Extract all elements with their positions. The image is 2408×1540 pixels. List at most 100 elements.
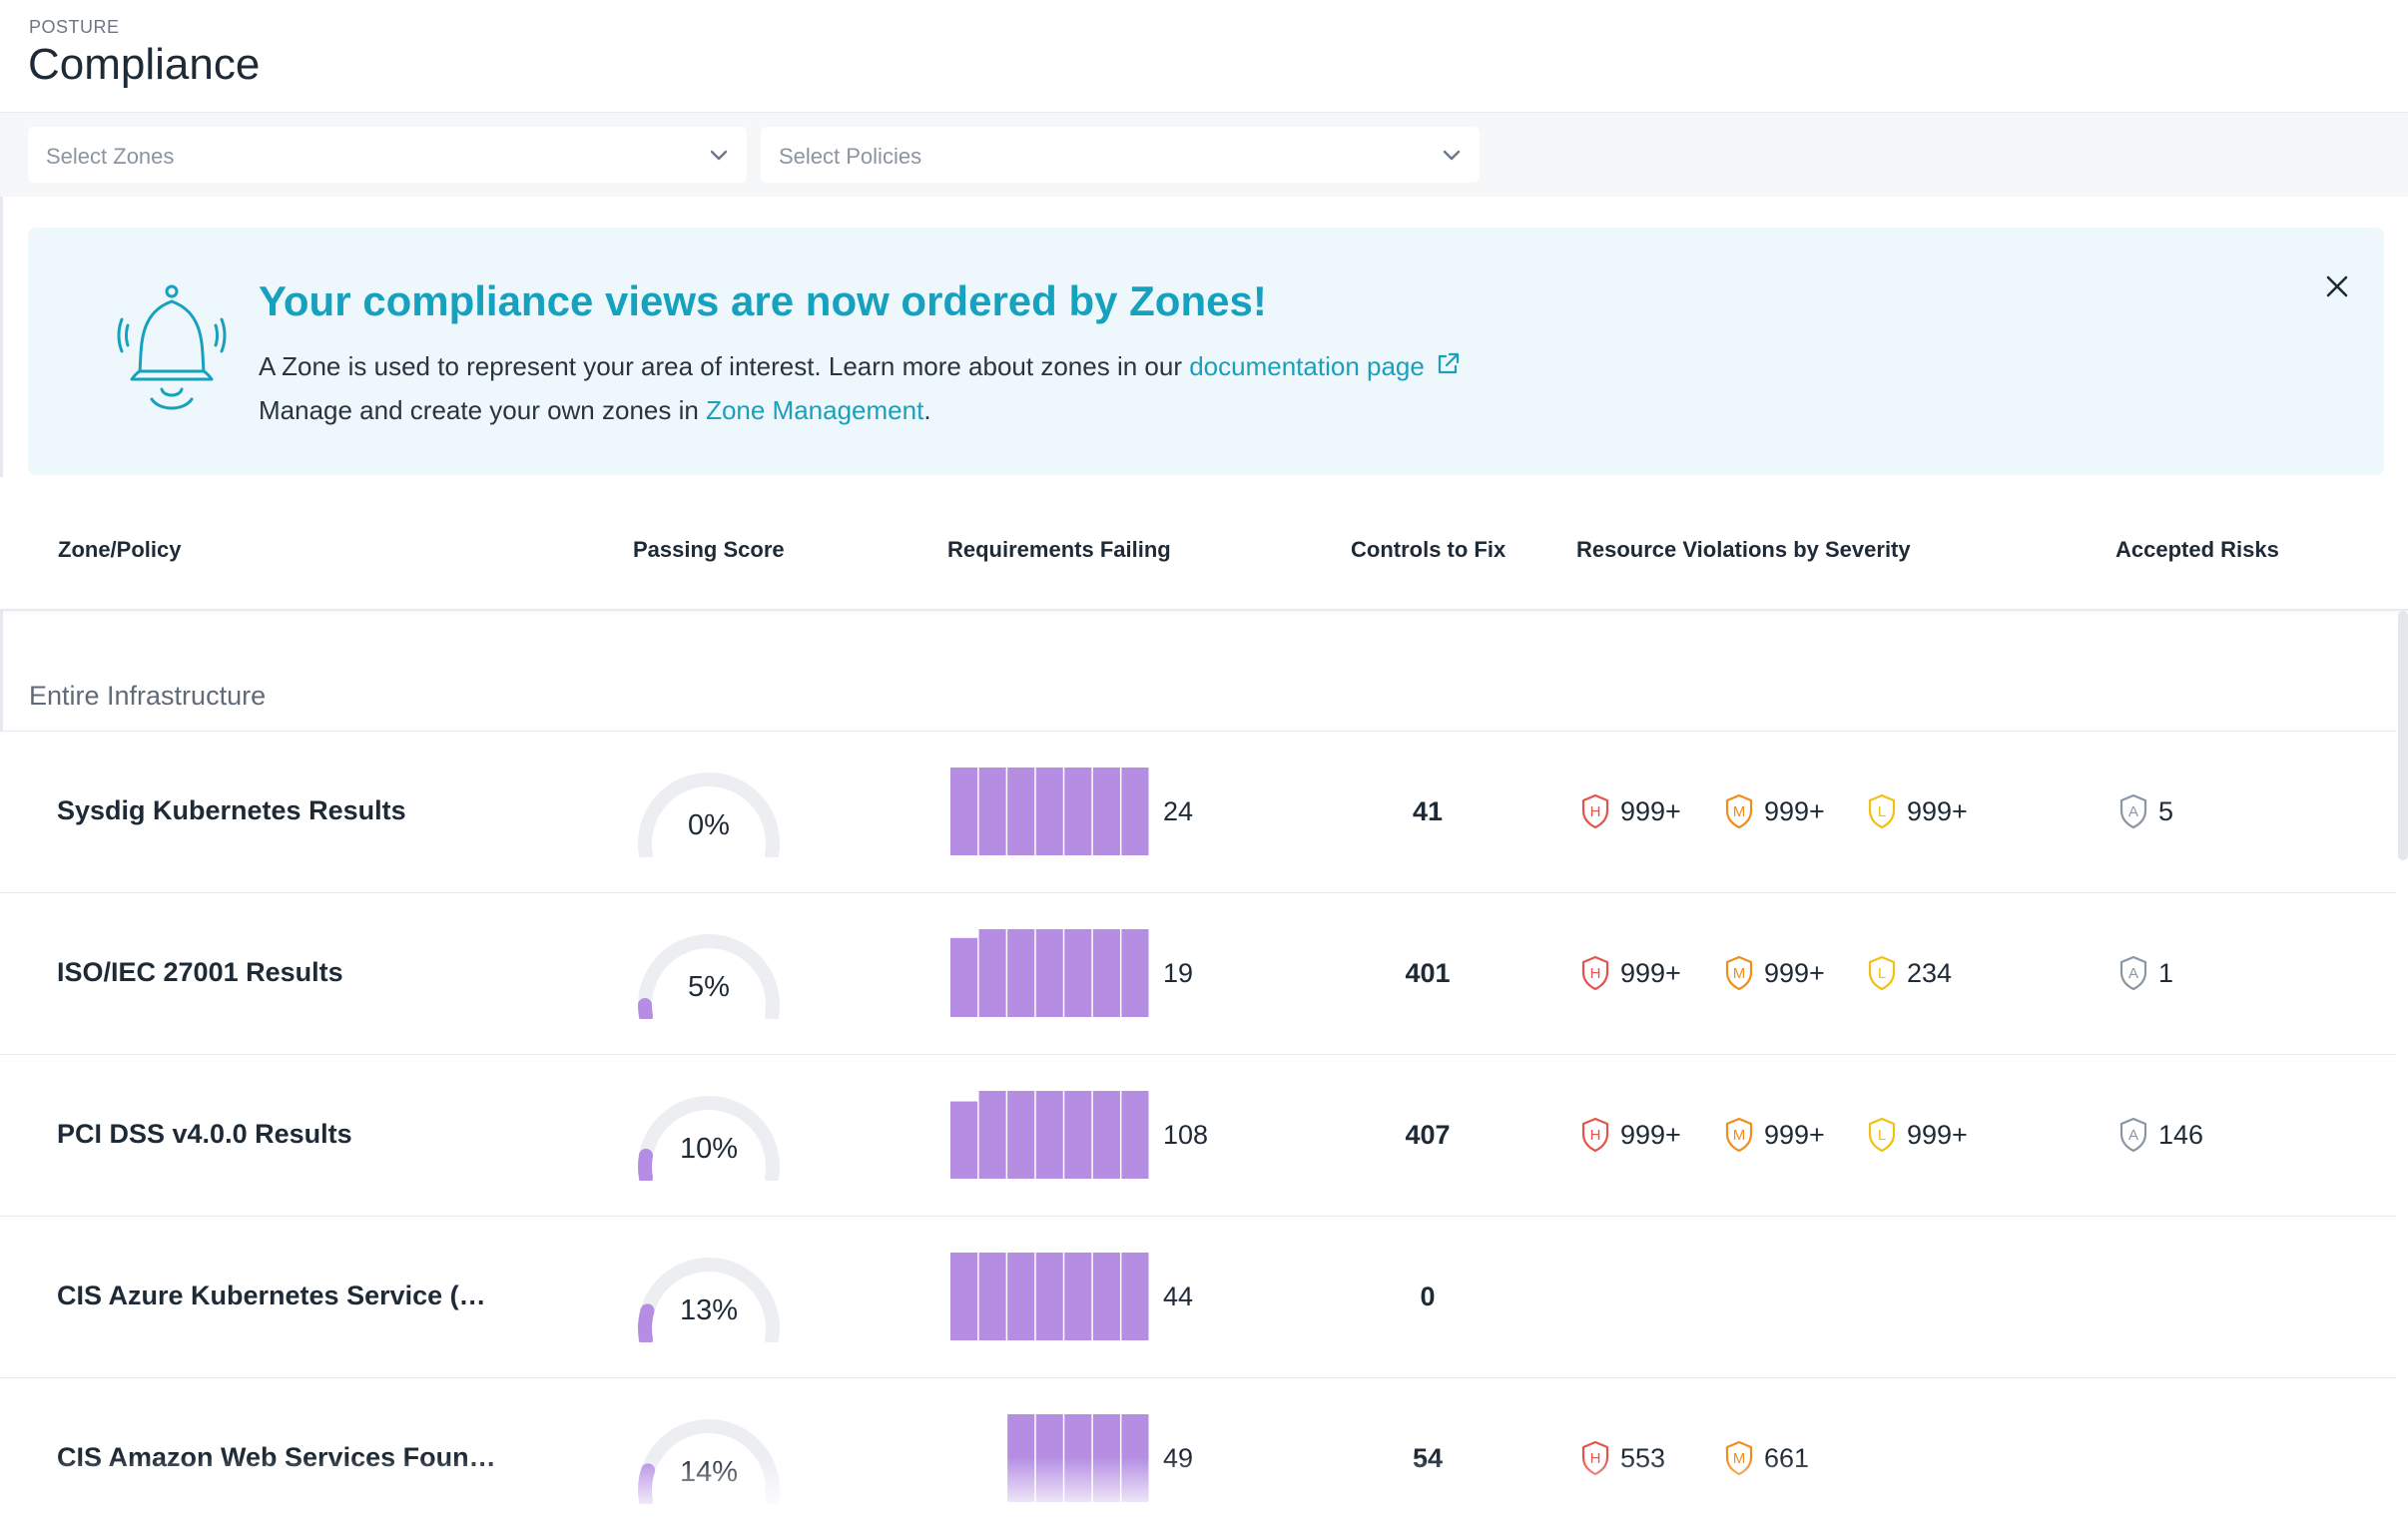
table-row[interactable]: PCI DSS v4.0.0 Results 10% 108 407 H 999+… — [0, 1054, 2396, 1217]
passing-score-gauge — [638, 1258, 780, 1342]
shield-letter: L — [1878, 1127, 1886, 1144]
shield-letter: H — [1590, 965, 1601, 982]
column-header-controls-to-fix[interactable]: Controls to Fix — [1351, 537, 1506, 562]
gauge-track — [638, 772, 780, 857]
shield-letter: A — [2128, 965, 2138, 982]
table-row[interactable]: CIS Azure Kubernetes Service (… 13% 44 0 — [0, 1216, 2396, 1378]
policy-name[interactable]: CIS Amazon Web Services Foun… — [57, 1442, 496, 1472]
controls-to-fix-value: 41 — [1412, 796, 1444, 826]
requirement-bar — [1064, 1253, 1092, 1340]
table-row[interactable]: Sysdig Kubernetes Results 0% 24 41 H 999+… — [0, 731, 2396, 893]
requirement-bar — [950, 937, 978, 1017]
requirements-bars — [950, 1253, 1149, 1340]
requirement-bar — [1121, 929, 1149, 1017]
table-row[interactable]: ISO/IEC 27001 Results 5% 19 401 H 999+ M 9… — [0, 892, 2396, 1055]
passing-score-gauge — [638, 1096, 780, 1181]
requirement-bar — [978, 1091, 1006, 1179]
requirement-bar — [1007, 1414, 1035, 1502]
requirement-bar — [1035, 1091, 1063, 1179]
shield-outline — [1581, 955, 1609, 991]
shield-letter: M — [1733, 1450, 1746, 1467]
controls-to-fix-value: 407 — [1405, 1120, 1451, 1150]
requirements-failing-value: 19 — [1163, 958, 1194, 988]
shield-outline — [1868, 1117, 1896, 1153]
shield-letter: M — [1733, 803, 1746, 820]
gauge-fill — [638, 1148, 653, 1181]
passing-score-gauge — [637, 934, 780, 1019]
requirement-bar — [1007, 1253, 1035, 1340]
shield-letter: H — [1590, 1127, 1601, 1144]
column-header-resource-violations[interactable]: Resource Violations by Severity — [1576, 537, 1911, 562]
shield-outline — [2119, 793, 2147, 829]
high-severity-count: 553 — [1620, 1443, 1666, 1473]
passing-score-value: 0% — [688, 809, 730, 841]
medium-severity-icon: M — [1725, 1117, 1753, 1153]
controls-to-fix-value: 0 — [1420, 1282, 1436, 1311]
gauge-track — [638, 934, 780, 1019]
close-icon[interactable] — [2320, 269, 2354, 303]
shield-outline — [1581, 1117, 1609, 1153]
page-header: POSTURE Compliance — [0, 0, 2408, 113]
zones-select[interactable]: Select Zones — [28, 127, 747, 183]
requirement-bar — [1035, 768, 1063, 855]
table-header: Zone/Policy Passing Score Requirements F… — [0, 477, 2408, 611]
requirement-bar — [1121, 768, 1149, 855]
table-row[interactable]: CIS Amazon Web Services Foun… 14% 49 54 … — [0, 1377, 2396, 1540]
policy-name[interactable]: PCI DSS v4.0.0 Results — [57, 1119, 352, 1149]
policy-name[interactable]: ISO/IEC 27001 Results — [57, 957, 343, 987]
requirement-bar — [978, 768, 1006, 855]
requirement-bar — [1092, 929, 1120, 1017]
low-severity-count: 999+ — [1907, 796, 1968, 826]
medium-severity-count: 999+ — [1764, 796, 1825, 826]
chevron-down-icon — [1443, 150, 1461, 161]
low-severity-icon: L — [1868, 793, 1896, 829]
shield-outline — [1725, 955, 1753, 991]
passing-score-value: 13% — [679, 1294, 739, 1326]
controls-to-fix-value: 401 — [1405, 958, 1451, 988]
page-eyebrow: POSTURE — [29, 17, 120, 37]
accepted-risk-icon: A — [2119, 793, 2147, 829]
requirement-bar — [1035, 1414, 1063, 1502]
requirement-bar — [1121, 1091, 1149, 1179]
external-link-icon[interactable] — [1435, 351, 1461, 377]
medium-severity-icon: M — [1725, 793, 1753, 829]
chevron-down-icon — [710, 150, 728, 161]
policy-name[interactable]: CIS Azure Kubernetes Service (… — [57, 1281, 486, 1310]
passing-score-value: 5% — [688, 971, 730, 1003]
requirements-failing-value: 49 — [1163, 1443, 1194, 1473]
column-header-zone-policy[interactable]: Zone/Policy — [58, 537, 182, 562]
documentation-link[interactable]: documentation page — [1189, 351, 1425, 381]
column-header-passing-score[interactable]: Passing Score — [633, 537, 785, 562]
shield-outline — [1581, 793, 1609, 829]
passing-score-value: 14% — [679, 1456, 739, 1488]
accepted-risks-count: 1 — [2158, 958, 2174, 988]
column-header-requirements-failing[interactable]: Requirements Failing — [947, 537, 1171, 562]
column-header-accepted-risks[interactable]: Accepted Risks — [2115, 537, 2279, 562]
medium-severity-icon: M — [1725, 1440, 1753, 1476]
passing-score-gauge — [638, 772, 780, 857]
requirement-bar — [950, 1101, 978, 1179]
gauge-fill — [638, 1303, 655, 1342]
shield-outline — [1868, 793, 1896, 829]
requirement-bar — [1092, 1414, 1120, 1502]
shield-letter: H — [1590, 1450, 1601, 1467]
requirement-bar — [1121, 1253, 1149, 1340]
gauge-track — [638, 1096, 780, 1181]
gauge-fill — [637, 998, 653, 1019]
policies-select[interactable]: Select Policies — [761, 127, 1480, 183]
shield-letter: M — [1733, 965, 1746, 982]
requirements-failing-value: 108 — [1163, 1120, 1209, 1150]
policy-name[interactable]: Sysdig Kubernetes Results — [57, 795, 406, 825]
requirement-bar — [978, 929, 1006, 1017]
shield-letter: M — [1733, 1127, 1746, 1144]
banner-title: Your compliance views are now ordered by… — [259, 277, 1267, 324]
zone-management-link[interactable]: Zone Management — [706, 395, 924, 425]
zones-select-placeholder: Select Zones — [46, 144, 175, 169]
requirement-bar — [1092, 1091, 1120, 1179]
group-label: Entire Infrastructure — [29, 681, 267, 711]
scrollbar-thumb[interactable] — [2398, 611, 2408, 860]
requirement-bar — [978, 1253, 1006, 1340]
low-severity-count: 234 — [1907, 958, 1953, 988]
accepted-risks-count: 5 — [2158, 796, 2174, 826]
requirement-bar — [1007, 1091, 1035, 1179]
